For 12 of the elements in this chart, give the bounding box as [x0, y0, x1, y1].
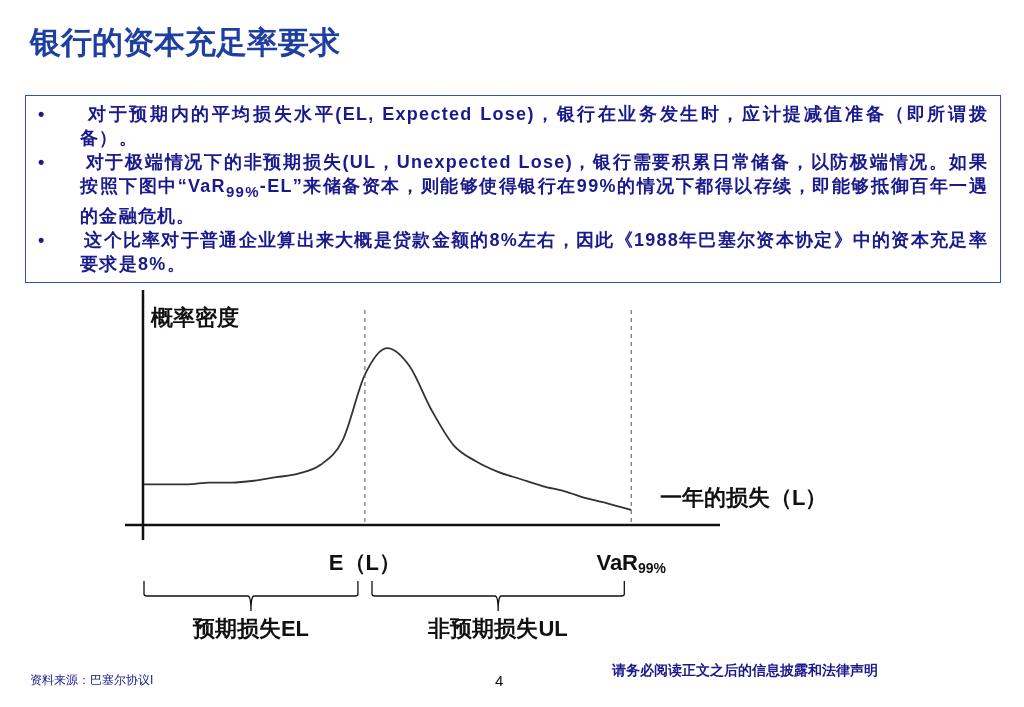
y-axis-title: 概率密度: [150, 305, 239, 330]
text: 预期损失EL: [192, 615, 310, 643]
x-axis-title: 一年的损失（L）: [660, 485, 828, 510]
x-tick-label: E（L）: [328, 550, 401, 575]
text: 非预期损失UL: [428, 615, 568, 643]
text: • 对于极端情况下的非预期损失(UL，Unexpected Lose)，银行需要积累日常储备，以防极端情况。如果按照下图中“VaR$_{99%}$-EL”来储备资本，则能够使得银行在99%的情况下都得以存续，即能够抵御百年一遇的金融危机。: [38, 152, 988, 226]
text: 4: [495, 672, 504, 689]
text: 请务必阅读正文之后的信息披露和法律声明: [612, 662, 878, 680]
text: • 对于预期内的平均损失水平(EL, Expected Lose)，银行在业务发生时，应计提减值准备（即所谓拨备）。: [38, 103, 988, 150]
text: 资料来源：巴塞尔协议I: [30, 672, 154, 689]
chart-title: 银行的资本充足率要求: [30, 24, 340, 62]
text: • 这个比率对于普通企业算出来大概是贷款金额的8%左右，因此《1988年巴塞尔资本协定》中的资本充足率要求是8%。: [38, 228, 988, 276]
